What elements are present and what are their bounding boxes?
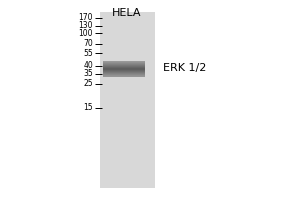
Text: 55: 55 <box>83 48 93 58</box>
Bar <box>103 64 145 65</box>
Bar <box>103 65 145 66</box>
Bar <box>103 66 145 67</box>
Text: 170: 170 <box>79 14 93 22</box>
Text: 15: 15 <box>83 104 93 112</box>
Bar <box>103 69 145 70</box>
Bar <box>103 71 145 72</box>
Text: 25: 25 <box>83 79 93 88</box>
Text: 130: 130 <box>79 21 93 30</box>
Bar <box>103 72 145 73</box>
Bar <box>103 73 145 74</box>
Bar <box>103 74 145 75</box>
Text: HELA: HELA <box>112 8 142 18</box>
Text: ERK 1/2: ERK 1/2 <box>163 63 206 73</box>
Bar <box>103 62 145 64</box>
Text: 100: 100 <box>79 28 93 38</box>
Bar <box>103 75 145 76</box>
Text: 70: 70 <box>83 40 93 48</box>
Bar <box>103 71 145 72</box>
Bar <box>103 64 145 66</box>
Bar <box>103 74 145 75</box>
Text: 40: 40 <box>83 62 93 71</box>
Bar <box>103 75 145 76</box>
Bar <box>103 62 145 63</box>
Bar <box>103 70 145 71</box>
Bar <box>103 68 145 70</box>
Bar <box>103 70 145 71</box>
Bar <box>103 68 145 69</box>
Bar <box>100 12 155 188</box>
Bar <box>103 61 145 62</box>
Bar <box>103 67 145 68</box>
Bar <box>103 63 145 64</box>
Bar <box>103 66 145 68</box>
Bar <box>103 73 145 74</box>
Text: 35: 35 <box>83 70 93 78</box>
Bar <box>103 72 145 73</box>
